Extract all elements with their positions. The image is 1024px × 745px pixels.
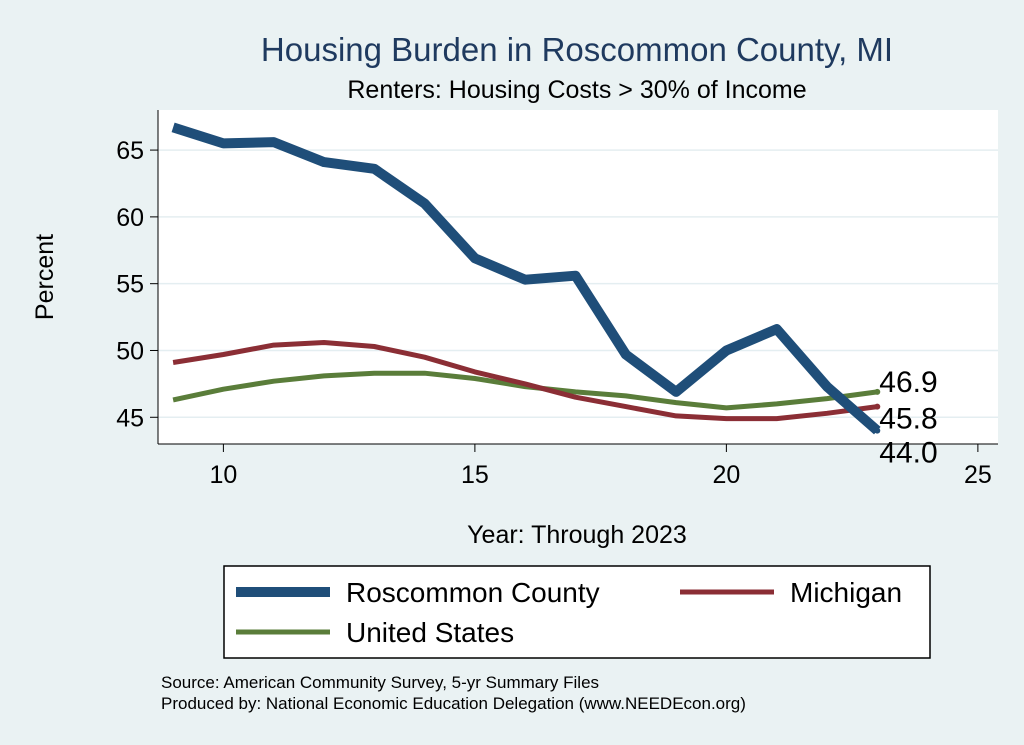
series-line-1: [172, 340, 878, 422]
legend-box: [223, 565, 931, 659]
y-tick-label-45: 45: [116, 404, 144, 432]
y-axis-ticks: 45 50 55 60 65: [116, 137, 158, 432]
series-line-0: [171, 122, 881, 435]
end-labels-group: 44.045.8 46.9: [874, 366, 938, 470]
x-tick-label-20: 20: [712, 461, 740, 489]
end-label-0: 44.0: [879, 437, 937, 470]
end-marker-2: [874, 388, 881, 395]
chart-title: Housing Burden in Roscommon County, MI: [261, 31, 893, 68]
end-marker-0: [874, 427, 881, 434]
source-note: Source: American Community Survey, 5-yr …: [161, 673, 599, 692]
end-label-2: 46.9: [879, 366, 937, 399]
producer-note: Produced by: National Economic Education…: [161, 694, 746, 713]
y-axis-title: Percent: [31, 234, 59, 320]
y-tick-label-50: 50: [116, 337, 144, 365]
x-axis-ticks: 10 15 20 25: [209, 444, 992, 489]
end-label-1: 45.8: [879, 403, 937, 436]
y-tick-label-55: 55: [116, 271, 144, 299]
legend-label-roscommon: Roscommon County: [346, 577, 600, 608]
x-axis-title: Year: Through 2023: [467, 521, 687, 549]
chart-subtitle: Renters: Housing Costs > 30% of Income: [347, 76, 806, 104]
x-tick-label-15: 15: [461, 461, 489, 489]
legend-label-michigan: Michigan: [790, 577, 902, 608]
x-tick-label-10: 10: [209, 461, 237, 489]
legend: Roscommon County Michigan United States: [223, 565, 931, 659]
series-group: [171, 122, 881, 435]
end-marker-1: [874, 403, 881, 410]
legend-label-united-states: United States: [346, 617, 514, 648]
y-tick-label-65: 65: [116, 137, 144, 165]
series-line-2: [172, 370, 878, 411]
y-tick-label-60: 60: [116, 204, 144, 232]
x-tick-label-25: 25: [964, 461, 992, 489]
